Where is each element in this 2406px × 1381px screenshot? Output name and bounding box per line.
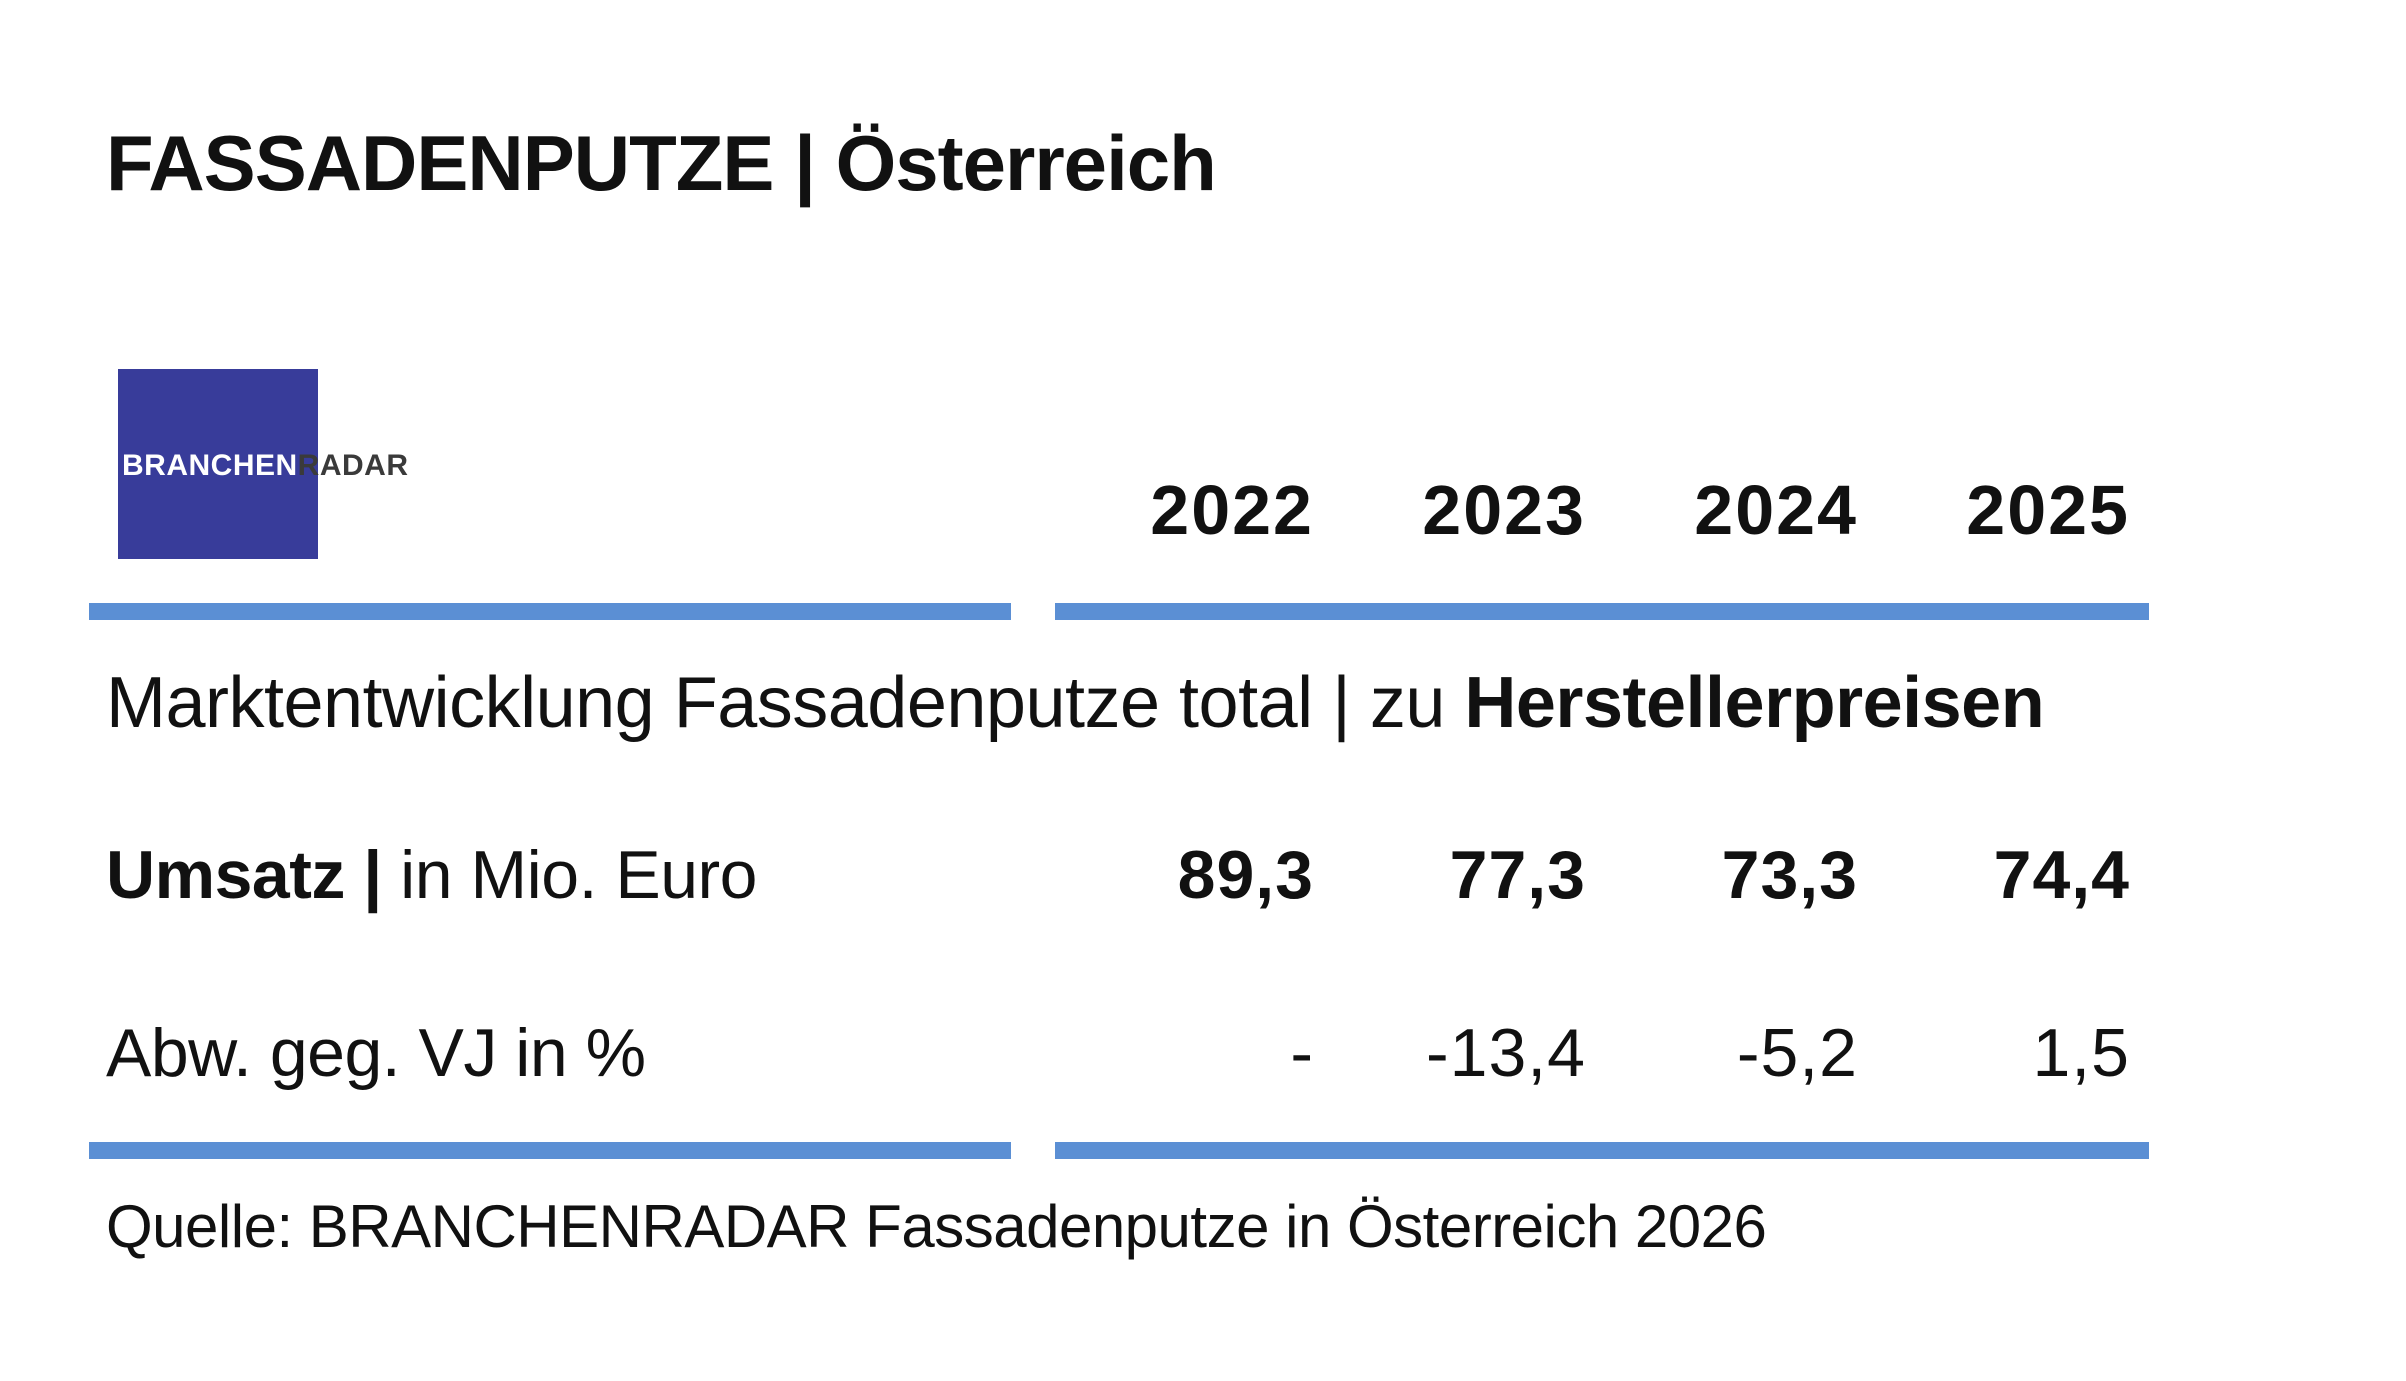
subtitle-bold: Herstellerpreisen	[1464, 663, 2045, 743]
table-cell-abweichung-2025: 1,5	[2032, 1015, 2130, 1091]
column-header-2022: 2022	[1150, 471, 1314, 549]
row-label-umsatz-bold: Umsatz |	[106, 837, 382, 913]
table-cell-umsatz-2023: 77,3	[1449, 837, 1586, 913]
branchenradar-logo: BRANCHENRADAR	[118, 369, 408, 559]
top-divider-left	[89, 603, 1011, 620]
page-title: FASSADENPUTZE | Österreich	[106, 119, 1217, 207]
source-note: Quelle: BRANCHENRADAR Fassadenputze in Ö…	[106, 1193, 1767, 1260]
bottom-divider-right	[1055, 1142, 2149, 1159]
table-cell-abweichung-2022: -	[1290, 1015, 1314, 1091]
table-cell-umsatz-2024: 73,3	[1721, 837, 1858, 913]
top-divider-right	[1055, 603, 2149, 620]
table-subtitle: Marktentwicklung Fassadenputze total | z…	[106, 662, 2045, 744]
logo-text-branchen: BRANCHEN	[122, 449, 298, 482]
column-header-2024: 2024	[1694, 471, 1858, 549]
logo-text-radar: RADAR	[297, 449, 409, 482]
bottom-divider-left	[89, 1142, 1011, 1159]
logo-wordmark: BRANCHENRADAR	[122, 449, 409, 483]
column-header-2025: 2025	[1966, 471, 2130, 549]
row-label-umsatz: Umsatz | in Mio. Euro	[106, 836, 757, 914]
table-cell-umsatz-2025: 74,4	[1993, 837, 2130, 913]
subtitle-normal: Marktentwicklung Fassadenputze total | z…	[106, 663, 1465, 743]
row-label-abweichung: Abw. geg. VJ in %	[106, 1015, 646, 1091]
table-cell-umsatz-2022: 89,3	[1177, 837, 1314, 913]
row-label-umsatz-normal: in Mio. Euro	[381, 837, 757, 913]
column-header-2023: 2023	[1422, 471, 1586, 549]
table-cell-abweichung-2023: -13,4	[1426, 1015, 1586, 1091]
table-cell-abweichung-2024: -5,2	[1736, 1015, 1858, 1091]
